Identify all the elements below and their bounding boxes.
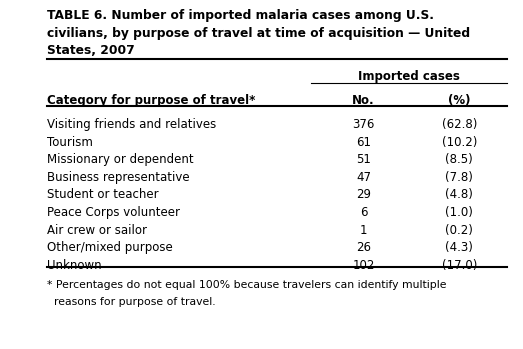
Text: Business representative: Business representative bbox=[47, 171, 190, 184]
Text: TABLE 6. Number of imported malaria cases among U.S.: TABLE 6. Number of imported malaria case… bbox=[47, 9, 434, 22]
Text: Other/mixed purpose: Other/mixed purpose bbox=[47, 242, 173, 254]
Text: (4.8): (4.8) bbox=[445, 188, 473, 201]
Text: 26: 26 bbox=[356, 242, 371, 254]
Text: (0.2): (0.2) bbox=[445, 224, 473, 237]
Text: 102: 102 bbox=[353, 259, 374, 272]
Text: Student or teacher: Student or teacher bbox=[47, 188, 158, 201]
Text: Tourism: Tourism bbox=[47, 135, 93, 149]
Text: Peace Corps volunteer: Peace Corps volunteer bbox=[47, 206, 180, 219]
Text: 6: 6 bbox=[360, 206, 367, 219]
Text: States, 2007: States, 2007 bbox=[47, 44, 135, 57]
Text: Category for purpose of travel*: Category for purpose of travel* bbox=[47, 94, 255, 107]
Text: (10.2): (10.2) bbox=[441, 135, 477, 149]
Text: (62.8): (62.8) bbox=[441, 118, 477, 131]
Text: 47: 47 bbox=[356, 171, 371, 184]
Text: 29: 29 bbox=[356, 188, 371, 201]
Text: (17.0): (17.0) bbox=[441, 259, 477, 272]
Text: Unknown: Unknown bbox=[47, 259, 101, 272]
Text: Visiting friends and relatives: Visiting friends and relatives bbox=[47, 118, 217, 131]
Text: 1: 1 bbox=[360, 224, 367, 237]
Text: Air crew or sailor: Air crew or sailor bbox=[47, 224, 147, 237]
Text: (4.3): (4.3) bbox=[445, 242, 473, 254]
Text: 61: 61 bbox=[356, 135, 371, 149]
Text: (1.0): (1.0) bbox=[445, 206, 473, 219]
Text: 51: 51 bbox=[356, 153, 371, 166]
Text: (7.8): (7.8) bbox=[445, 171, 473, 184]
Text: reasons for purpose of travel.: reasons for purpose of travel. bbox=[47, 297, 215, 307]
Text: Missionary or dependent: Missionary or dependent bbox=[47, 153, 194, 166]
Text: 376: 376 bbox=[353, 118, 374, 131]
Text: * Percentages do not equal 100% because travelers can identify multiple: * Percentages do not equal 100% because … bbox=[47, 280, 447, 290]
Text: (8.5): (8.5) bbox=[445, 153, 473, 166]
Text: (%): (%) bbox=[448, 94, 471, 107]
Text: No.: No. bbox=[352, 94, 375, 107]
Text: Imported cases: Imported cases bbox=[358, 70, 460, 83]
Text: civilians, by purpose of travel at time of acquisition — United: civilians, by purpose of travel at time … bbox=[47, 27, 470, 39]
